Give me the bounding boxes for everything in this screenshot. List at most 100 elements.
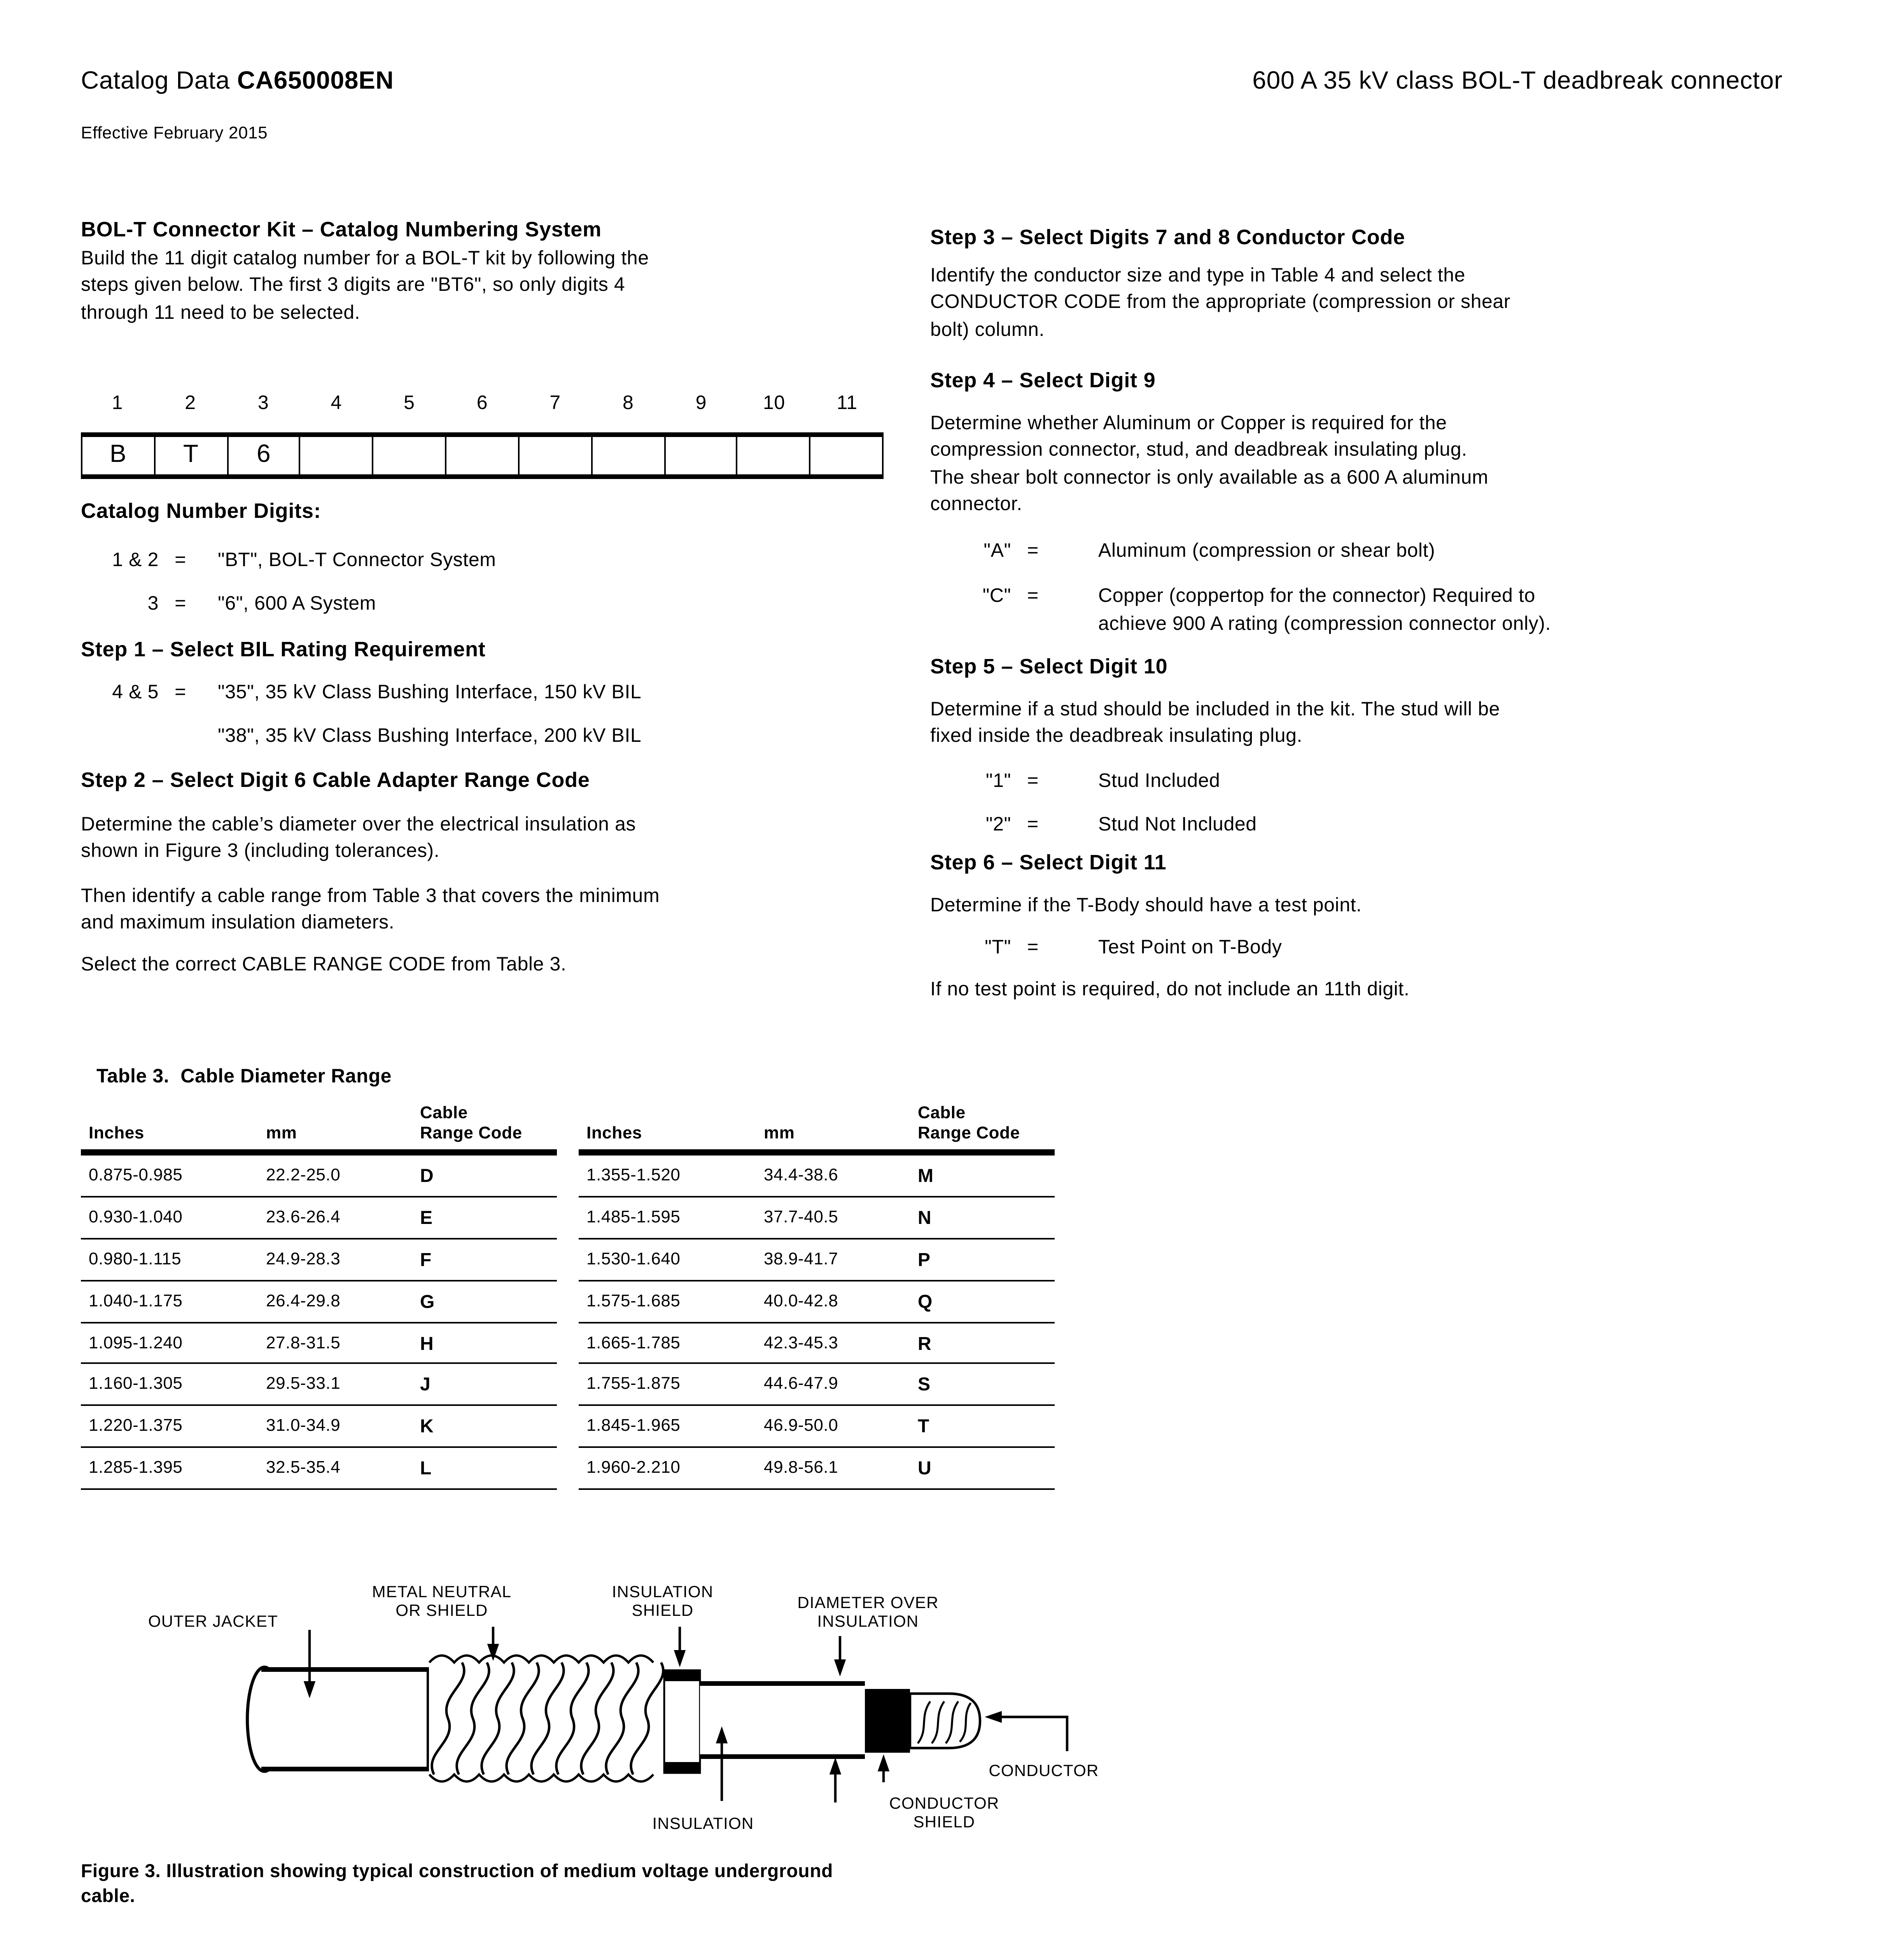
def-value: "38", 35 kV Class Bushing Interface, 200… — [218, 725, 642, 746]
cell-inches: 1.160-1.305 — [89, 1375, 183, 1394]
label-conductor-shield-line1: CONDUCTOR — [889, 1794, 999, 1812]
cell-mm: 37.7-40.5 — [764, 1208, 838, 1227]
cell-code: J — [420, 1374, 431, 1396]
col-header-inches: Inches — [89, 1124, 144, 1143]
cell-code: D — [420, 1164, 434, 1187]
col-header-range-code: Range Code — [918, 1124, 1020, 1143]
def-equals: = — [1027, 585, 1039, 607]
def-term — [81, 723, 159, 750]
step6-heading: Step 6 – Select Digit 11 — [930, 851, 1167, 874]
definition-row: 3 = "6", 600 A System — [81, 591, 376, 618]
def-value: Test Point on T-Body — [1098, 936, 1282, 958]
cell-code: Q — [918, 1290, 933, 1312]
digit-pos: 6 — [476, 392, 488, 414]
def-equals: = — [175, 593, 186, 614]
definition-row: "T" = Test Point on T-Body — [930, 935, 1282, 962]
def-equals: = — [175, 549, 186, 571]
digit-pos: 3 — [257, 392, 269, 414]
col-header-cable-range-code: Cable Range Code — [918, 1104, 1055, 1145]
cell-code: T — [918, 1416, 929, 1438]
col-header-cable: Cable — [420, 1104, 468, 1123]
table-row: 1.575-1.685 40.0-42.8 Q — [579, 1281, 1055, 1323]
cell-code: M — [918, 1164, 934, 1187]
digit-cell: 6 — [228, 437, 301, 474]
digit-pos: 8 — [622, 392, 634, 414]
table3-right-half: Inches mm Cable Range Code 1.355-1.520 34.… — [579, 1104, 1055, 1490]
col-header-cable: Cable — [918, 1104, 966, 1123]
cell-code: S — [918, 1374, 931, 1396]
label-insulation-shield-line2: SHIELD — [632, 1601, 694, 1619]
document-title: Catalog Data CA650008EN — [81, 68, 394, 96]
arrowhead — [487, 1644, 499, 1661]
digit-cell — [301, 437, 374, 474]
step2-paragraph-3: Select the correct CABLE RANGE CODE from… — [81, 953, 567, 975]
cell-code: R — [918, 1332, 932, 1354]
cell-code: N — [918, 1206, 932, 1229]
arrowhead — [985, 1711, 1002, 1723]
cell-code: U — [918, 1457, 932, 1479]
cell-inches: 1.665-1.785 — [586, 1334, 681, 1352]
table-row: 1.845-1.965 46.9-50.0 T — [579, 1406, 1055, 1448]
cell-mm: 26.4-29.8 — [266, 1292, 341, 1311]
digit-cell — [446, 437, 520, 474]
digit-cell — [592, 437, 665, 474]
digit-cell — [665, 437, 738, 474]
cell-code: G — [420, 1290, 435, 1312]
step1-heading: Step 1 – Select BIL Rating Requirement — [81, 638, 486, 661]
cell-mm: 42.3-45.3 — [764, 1334, 838, 1352]
cell-mm: 38.9-41.7 — [764, 1250, 838, 1269]
def-equals: = — [1027, 813, 1039, 835]
insulation-shield-top-cap — [664, 1670, 700, 1681]
cell-mm: 31.0-34.9 — [266, 1417, 341, 1436]
cell-code: E — [420, 1206, 433, 1229]
def-term: "A" — [984, 540, 1011, 561]
cell-mm: 40.0-42.8 — [764, 1292, 838, 1311]
def-term: "2" — [985, 813, 1011, 835]
table-row: 1.355-1.520 34.4-38.6 M — [579, 1156, 1055, 1198]
conductor-strand-lines — [917, 1701, 972, 1744]
figure3-caption: Figure 3. Illustration showing typical c… — [81, 1860, 833, 1906]
col-header-range-code: Range Code — [420, 1124, 522, 1143]
cell-mm: 46.9-50.0 — [764, 1417, 838, 1436]
table-row: 0.980-1.115 24.9-28.3 F — [81, 1239, 557, 1281]
def-equals — [159, 723, 202, 750]
figure-arrowheads — [303, 1644, 1002, 1774]
table3-header-bar — [81, 1149, 557, 1156]
table-row: 1.755-1.875 44.6-47.9 S — [579, 1365, 1055, 1407]
step5-heading: Step 5 – Select Digit 10 — [930, 655, 1168, 678]
figure3-cable-illustration: OUTER JACKET METAL NEUTRAL OR SHIELD INS… — [148, 1582, 1098, 1832]
label-insulation: INSULATION — [653, 1814, 754, 1832]
definition-row: 4 & 5 = "35", 35 kV Class Bushing Interf… — [81, 680, 641, 707]
figure-arrows — [308, 1627, 1069, 1802]
label-insulation-shield-line1: INSULATION — [612, 1582, 714, 1601]
def-equals: = — [175, 681, 186, 703]
step3-paragraph: Identify the conductor size and type in … — [930, 264, 1511, 341]
cell-mm: 22.2-25.0 — [266, 1166, 341, 1185]
def-term: "1" — [985, 770, 1011, 792]
doc-number: CA650008EN — [237, 68, 394, 95]
digit-pos: 11 — [836, 392, 858, 414]
cell-code: P — [918, 1248, 931, 1270]
table-row: 1.665-1.785 42.3-45.3 R — [579, 1323, 1055, 1365]
cell-code: H — [420, 1332, 434, 1354]
cell-code: K — [420, 1416, 434, 1438]
insulation-shield-bottom-cap — [664, 1762, 700, 1773]
digit-pos: 2 — [185, 392, 196, 414]
product-title: 600 A 35 kV class BOL-T deadbreak connec… — [1252, 68, 1783, 95]
section-heading: BOL-T Connector Kit – Catalog Numbering … — [81, 218, 602, 241]
table-row: 1.485-1.595 37.7-40.5 N — [579, 1198, 1055, 1239]
definition-row: "C" = Copper (coppertop for the connecto… — [930, 583, 1551, 638]
digit-pos: 9 — [695, 392, 707, 414]
arrowhead — [834, 1659, 846, 1677]
cell-mm: 29.5-33.1 — [266, 1375, 341, 1394]
digit-pos: 4 — [331, 392, 342, 414]
arrowhead — [716, 1726, 728, 1743]
table-row: 0.875-0.985 22.2-25.0 D — [81, 1156, 557, 1198]
cell-mm: 44.6-47.9 — [764, 1375, 838, 1394]
conductor-arrow — [1002, 1715, 1069, 1751]
cell-mm: 32.5-35.4 — [266, 1459, 341, 1478]
step2-heading: Step 2 – Select Digit 6 Cable Adapter Ra… — [81, 768, 590, 792]
step4-paragraph: Determine whether Aluminum or Copper is … — [930, 412, 1489, 515]
intro-paragraph: Build the 11 digit catalog number for a … — [81, 247, 649, 323]
